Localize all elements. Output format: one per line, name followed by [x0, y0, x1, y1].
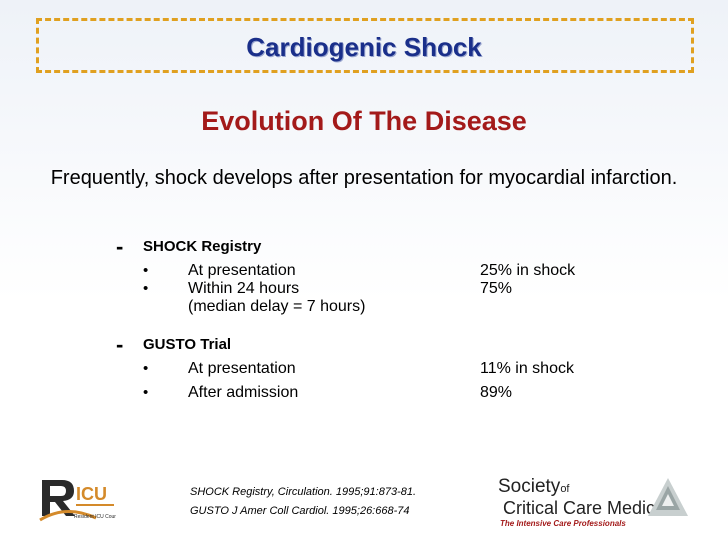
sccm-society-text: Societyof	[498, 476, 570, 497]
sccm-tagline: The Intensive Care Professionals	[500, 519, 626, 528]
section-heading-gusto-trial: GUSTO Trial	[143, 336, 232, 353]
icu-logo-text: ICU	[76, 484, 107, 504]
row-label: (median delay = 7 hours)	[188, 298, 366, 315]
icu-logo-subtext: Resident ICU Course	[74, 514, 116, 520]
row-value: 89%	[480, 384, 513, 401]
section-heading-shock-registry: SHOCK Registry	[143, 238, 262, 255]
title-frame	[36, 18, 694, 73]
row-label: Within 24 hours	[188, 280, 300, 297]
bullet: •	[143, 262, 149, 279]
sccm-critical-care-text: Critical Care Medicine	[503, 498, 680, 518]
bullet: •	[143, 360, 149, 377]
bullet: •	[143, 280, 149, 297]
row-value: 11% in shock	[480, 360, 574, 377]
intro-text: Frequently, shock develops after present…	[50, 167, 678, 189]
slide-subtitle: Evolution Of The Disease	[201, 106, 527, 136]
icu-logo-graphic: ICU Resident ICU Course	[39, 480, 121, 522]
section-dash: -	[116, 332, 124, 357]
row-value: 25% in shock	[480, 262, 576, 279]
row-label: At presentation	[188, 360, 296, 377]
reference-citation: SHOCK Registry, Circulation. 1995;91:873…	[190, 486, 417, 498]
sccm-logo: Societyof Critical Care Medicine The Int…	[498, 476, 694, 528]
reference-citation: GUSTO J Amer Coll Cardiol. 1995;26:668-7…	[190, 505, 410, 517]
sccm-triangle-icon	[648, 478, 688, 516]
section-dash: -	[116, 234, 124, 259]
bullet: •	[143, 384, 149, 401]
row-value: 75%	[480, 280, 513, 297]
slide-title: Cardiogenic Shock	[246, 32, 482, 62]
row-label: After admission	[188, 384, 299, 401]
row-label: At presentation	[188, 262, 296, 279]
icu-course-logo: ICU Resident ICU Course	[36, 474, 121, 526]
